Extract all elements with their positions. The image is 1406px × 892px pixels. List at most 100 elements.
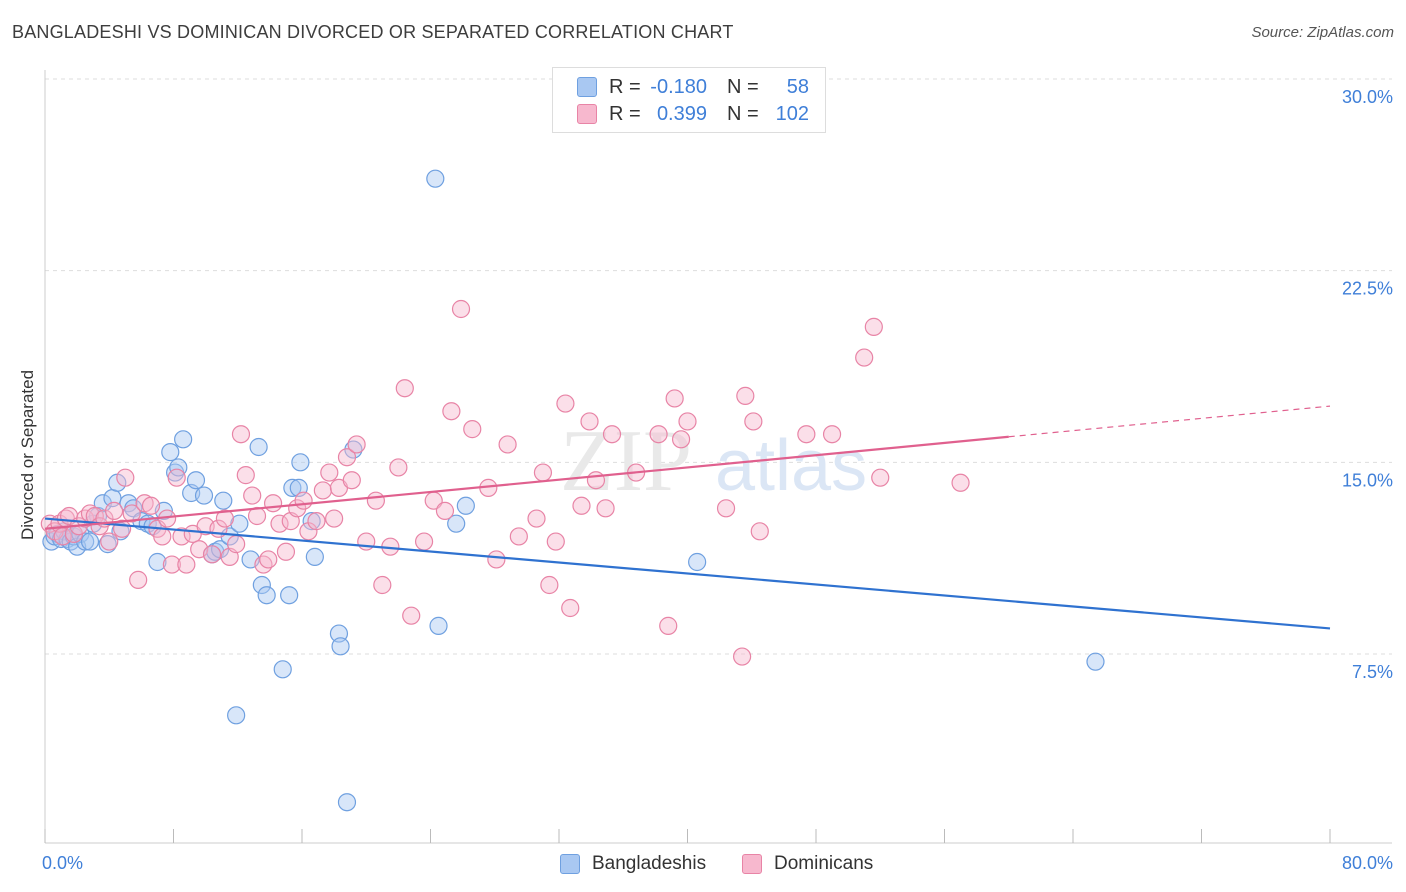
- data-point: [426, 169, 445, 188]
- trend-lines: [44, 405, 1331, 630]
- data-point: [602, 425, 622, 444]
- gridlines: [45, 78, 1392, 655]
- data-point: [116, 468, 135, 487]
- data-point: [871, 468, 890, 487]
- bottom-legend-label: Bangladeshis: [592, 853, 707, 874]
- data-point: [194, 486, 214, 505]
- data-point: [227, 706, 246, 725]
- data-point: [280, 586, 299, 605]
- data-point: [119, 494, 138, 513]
- data-point: [402, 606, 421, 625]
- data-point: [395, 379, 414, 398]
- legend-n-label: N =: [727, 102, 759, 125]
- data-point: [456, 496, 475, 515]
- data-point: [276, 542, 296, 561]
- stats-legend: R = -0.180 N = 58 R = 0.399 N = 102: [552, 67, 826, 133]
- data-point: [855, 348, 874, 367]
- data-point: [283, 478, 302, 497]
- y-axis-label: Divorced or Separated: [18, 370, 37, 540]
- data-point: [580, 412, 599, 431]
- data-point: [451, 299, 471, 319]
- data-point: [257, 586, 276, 605]
- data-point: [214, 491, 233, 510]
- data-point: [750, 522, 769, 541]
- data-point: [951, 473, 970, 492]
- legend-n-value: 58: [786, 75, 809, 98]
- data-point: [366, 491, 385, 510]
- data-point: [716, 499, 736, 518]
- data-point: [822, 425, 842, 444]
- bottom-legend-dominicans: Dominicans: [742, 851, 873, 877]
- y-tick-label: 22.5%: [1342, 279, 1393, 299]
- data-point: [167, 468, 186, 487]
- data-point: [215, 509, 234, 528]
- data-point: [337, 448, 357, 467]
- data-point: [678, 412, 697, 431]
- data-point: [153, 527, 172, 546]
- data-point: [331, 637, 350, 656]
- legend-r-value: 0.399: [656, 102, 707, 125]
- data-point: [546, 532, 565, 551]
- data-point: [733, 647, 752, 666]
- legend-n-value: 102: [775, 102, 809, 125]
- data-point: [435, 501, 455, 520]
- axes: [44, 70, 1392, 844]
- data-point: [596, 499, 615, 518]
- data-point: [307, 512, 326, 531]
- data-point: [864, 317, 883, 336]
- data-point: [236, 466, 255, 485]
- data-point: [249, 437, 268, 457]
- bottom-legend-swatch-bangladeshis: [560, 854, 580, 874]
- data-point: [337, 793, 357, 812]
- tick-labels: 7.5% 15.0% 22.5% 30.0% 0.0% 80.0%: [42, 87, 1393, 873]
- data-point: [148, 552, 167, 572]
- watermark-zip: ZIP: [560, 413, 692, 510]
- data-point: [572, 496, 591, 515]
- legend-swatch-bangladeshis: [577, 77, 597, 97]
- data-point: [342, 471, 361, 490]
- data-point: [320, 463, 339, 482]
- data-point: [533, 463, 553, 482]
- data-point: [129, 570, 148, 589]
- data-point: [302, 512, 321, 531]
- data-point: [429, 616, 448, 635]
- data-point: [325, 509, 344, 528]
- data-point: [100, 532, 119, 551]
- data-point: [273, 660, 292, 679]
- data-point: [227, 535, 246, 554]
- data-point: [744, 412, 763, 431]
- data-point: [347, 435, 366, 454]
- legend-row-dominicans: R = 0.399 N = 102: [577, 102, 809, 126]
- data-point: [174, 430, 193, 449]
- data-point: [270, 514, 289, 533]
- legend-r-value: -0.180: [650, 75, 707, 98]
- data-point: [254, 555, 273, 574]
- trend-line-bangladeshis: [44, 517, 1331, 630]
- legend-r-label: R =: [609, 75, 641, 98]
- data-point: [556, 394, 575, 413]
- data-point: [561, 598, 580, 618]
- bottom-legend-label: Dominicans: [774, 853, 874, 874]
- data-point: [442, 402, 461, 421]
- data-point: [230, 514, 249, 533]
- data-point: [649, 425, 668, 444]
- legend-row-bangladeshis: R = -0.180 N = 58: [577, 75, 809, 99]
- data-point: [252, 575, 271, 595]
- legend-n-label: N =: [727, 75, 759, 98]
- y-tick-label: 15.0%: [1342, 470, 1393, 490]
- data-point: [141, 496, 161, 515]
- data-point: [263, 494, 283, 513]
- bottom-legend-swatch-dominicans: [742, 854, 762, 874]
- trend-line-dominicans-extension: [1008, 405, 1331, 438]
- data-point: [259, 550, 278, 569]
- data-point: [162, 555, 181, 574]
- x-tick-label: 80.0%: [1342, 853, 1393, 873]
- data-point: [291, 453, 310, 472]
- data-point: [586, 471, 606, 490]
- data-point: [659, 616, 678, 635]
- data-point: [294, 491, 313, 510]
- data-point: [104, 501, 124, 520]
- data-point: [540, 575, 559, 595]
- data-point: [1086, 652, 1105, 671]
